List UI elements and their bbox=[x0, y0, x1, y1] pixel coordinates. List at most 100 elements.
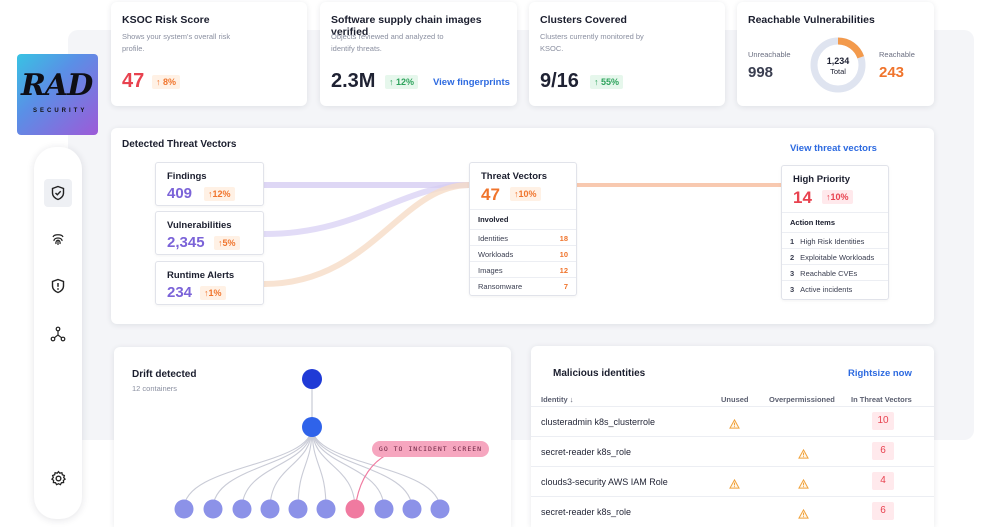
tree-edge bbox=[311, 426, 327, 510]
row-name: Ransomware bbox=[478, 282, 523, 291]
column-header-overpermissioned[interactable]: Overpermissioned bbox=[769, 395, 835, 404]
findings-box[interactable]: Findings 409 ↑12% bbox=[155, 162, 264, 206]
row-name: Exploitable Workloads bbox=[800, 253, 875, 262]
rightsize-now-link[interactable]: Rightsize now bbox=[848, 368, 912, 379]
kpi-title: Reachable Vulnerabilities bbox=[748, 14, 875, 26]
overpermissioned-indicator bbox=[798, 506, 809, 524]
action-item-row[interactable]: 2 Exploitable Workloads bbox=[782, 248, 888, 264]
rad-security-logo: RAD SECURITY bbox=[17, 54, 98, 135]
stat-label: Vulnerabilities bbox=[167, 220, 232, 231]
kpi-description: Clusters currently monitored by KSOC. bbox=[540, 32, 644, 53]
involved-row[interactable]: Identities 18 bbox=[470, 229, 576, 245]
threat-vector-count: 10 bbox=[872, 412, 894, 430]
container-node bbox=[203, 499, 223, 519]
container-node bbox=[374, 499, 394, 519]
view-threat-vectors-link[interactable]: View threat vectors bbox=[790, 143, 877, 154]
kpi-value: 2.3M bbox=[331, 70, 376, 92]
shield-alert-icon bbox=[51, 278, 65, 294]
cluster-node bbox=[302, 417, 322, 437]
row-count: 18 bbox=[559, 234, 568, 243]
unreachable-value: 998 bbox=[748, 64, 774, 81]
row-number: 1 bbox=[790, 237, 795, 246]
malicious-identities-panel: Malicious identities Rightsize now Ident… bbox=[531, 346, 934, 527]
threat-vectors-panel: Detected Threat Vectors View threat vect… bbox=[111, 128, 934, 324]
action-items-table: Action Items 1 High Risk Identities 2 Expl… bbox=[782, 212, 888, 296]
container-node bbox=[174, 499, 194, 519]
vulnerabilities-box[interactable]: Vulnerabilities 2,345 ↑5% bbox=[155, 211, 264, 255]
kpi-card-risk-score: KSOC Risk Score Shows your system's over… bbox=[111, 2, 307, 106]
settings-gear-icon bbox=[50, 470, 66, 486]
warning-icon bbox=[798, 478, 809, 489]
tree-edge bbox=[311, 426, 356, 510]
action-item-row[interactable]: 1 High Risk Identities bbox=[782, 232, 888, 248]
logo-text: RAD bbox=[21, 68, 93, 103]
action-items-header: Action Items bbox=[782, 212, 888, 232]
graph-nodes-icon bbox=[50, 326, 66, 342]
stat-value: 409 bbox=[167, 185, 193, 202]
delta-badge: ↑10% bbox=[510, 187, 541, 201]
go-to-incident-button[interactable]: GO TO INCIDENT SCREEN bbox=[372, 441, 489, 457]
identity-name: clouds3-security AWS IAM Role bbox=[541, 477, 668, 487]
kpi-value: 9/16 bbox=[540, 70, 579, 92]
root-node bbox=[302, 369, 322, 389]
delta-badge: ↑12% bbox=[204, 187, 235, 201]
identity-row[interactable]: secret-reader k8s_role 6 bbox=[531, 436, 934, 466]
involved-row[interactable]: Images 12 bbox=[470, 261, 576, 277]
unused-indicator bbox=[729, 476, 740, 494]
identity-row[interactable]: secret-reader k8s_role 6 bbox=[531, 496, 934, 526]
column-header-identity[interactable]: Identity ↓ bbox=[541, 395, 574, 404]
identity-row[interactable]: clusteradmin k8s_clusterrole 10 bbox=[531, 406, 934, 436]
stat-value: 47 bbox=[481, 185, 500, 204]
stat-value: 234 bbox=[167, 284, 193, 301]
involved-row[interactable]: Workloads 10 bbox=[470, 245, 576, 261]
column-header-unused[interactable]: Unused bbox=[721, 395, 749, 404]
row-name: Workloads bbox=[478, 250, 514, 259]
tree-edge bbox=[269, 426, 313, 510]
shield-check-icon bbox=[51, 185, 65, 201]
stat-value: 2,345 bbox=[167, 234, 205, 251]
row-name: Active incidents bbox=[800, 285, 853, 294]
sidebar-item-alerts[interactable] bbox=[44, 272, 72, 300]
stat-label: Threat Vectors bbox=[481, 171, 547, 182]
threat-vector-count: 4 bbox=[872, 472, 894, 490]
high-priority-box[interactable]: High Priority 14 ↑10% Action Items 1 High… bbox=[781, 165, 889, 300]
delta-badge: ↑5% bbox=[214, 236, 240, 250]
delta-badge: ↑ 12% bbox=[385, 75, 419, 89]
unreachable-label: Unreachable bbox=[748, 50, 791, 59]
warning-icon bbox=[798, 508, 809, 519]
tree-edge bbox=[311, 426, 385, 510]
reachable-value: 243 bbox=[879, 64, 905, 81]
threat-vector-count: 6 bbox=[872, 442, 894, 460]
threat-vectors-box[interactable]: Threat Vectors 47 ↑10% Involved Identiti… bbox=[469, 162, 577, 296]
involved-row[interactable]: Ransomware 7 bbox=[470, 277, 576, 293]
kpi-value: 47 bbox=[122, 70, 145, 92]
sidebar-item-shield[interactable] bbox=[44, 179, 72, 207]
kpi-description: Objects reviewed and analyzed to identif… bbox=[331, 32, 444, 53]
kpi-title: Software supply chain images verified bbox=[331, 14, 482, 38]
tree-edge bbox=[311, 426, 413, 510]
column-header-in-threat-vectors[interactable]: In Threat Vectors bbox=[851, 395, 912, 404]
sidebar-item-graph[interactable] bbox=[44, 320, 72, 348]
container-node bbox=[260, 499, 280, 519]
row-name: Identities bbox=[478, 234, 509, 243]
view-fingerprints-link[interactable]: View fingerprints bbox=[433, 77, 510, 88]
tree-edge bbox=[241, 426, 313, 510]
action-item-row[interactable]: 3 Reachable CVEs bbox=[782, 264, 888, 280]
identity-row[interactable]: clouds3-security AWS IAM Role 4 bbox=[531, 466, 934, 496]
drift-subtitle: 12 containers bbox=[132, 384, 178, 393]
identity-name: secret-reader k8s_role bbox=[541, 447, 632, 457]
donut-reachable-arc bbox=[810, 37, 866, 93]
sidebar-item-settings[interactable] bbox=[44, 464, 72, 492]
runtime-alerts-box[interactable]: Runtime Alerts 234 ↑1% bbox=[155, 261, 264, 305]
warning-icon bbox=[729, 478, 740, 489]
row-count: 7 bbox=[563, 282, 568, 291]
stat-label: Findings bbox=[167, 171, 207, 182]
container-node bbox=[288, 499, 308, 519]
sidebar-item-fingerprint[interactable] bbox=[44, 225, 72, 253]
stat-label: Runtime Alerts bbox=[167, 270, 235, 281]
tree-edge bbox=[212, 426, 313, 510]
overpermissioned-indicator bbox=[798, 446, 809, 464]
row-number: 2 bbox=[790, 253, 795, 262]
action-item-row[interactable]: 3 Active incidents bbox=[782, 280, 888, 296]
